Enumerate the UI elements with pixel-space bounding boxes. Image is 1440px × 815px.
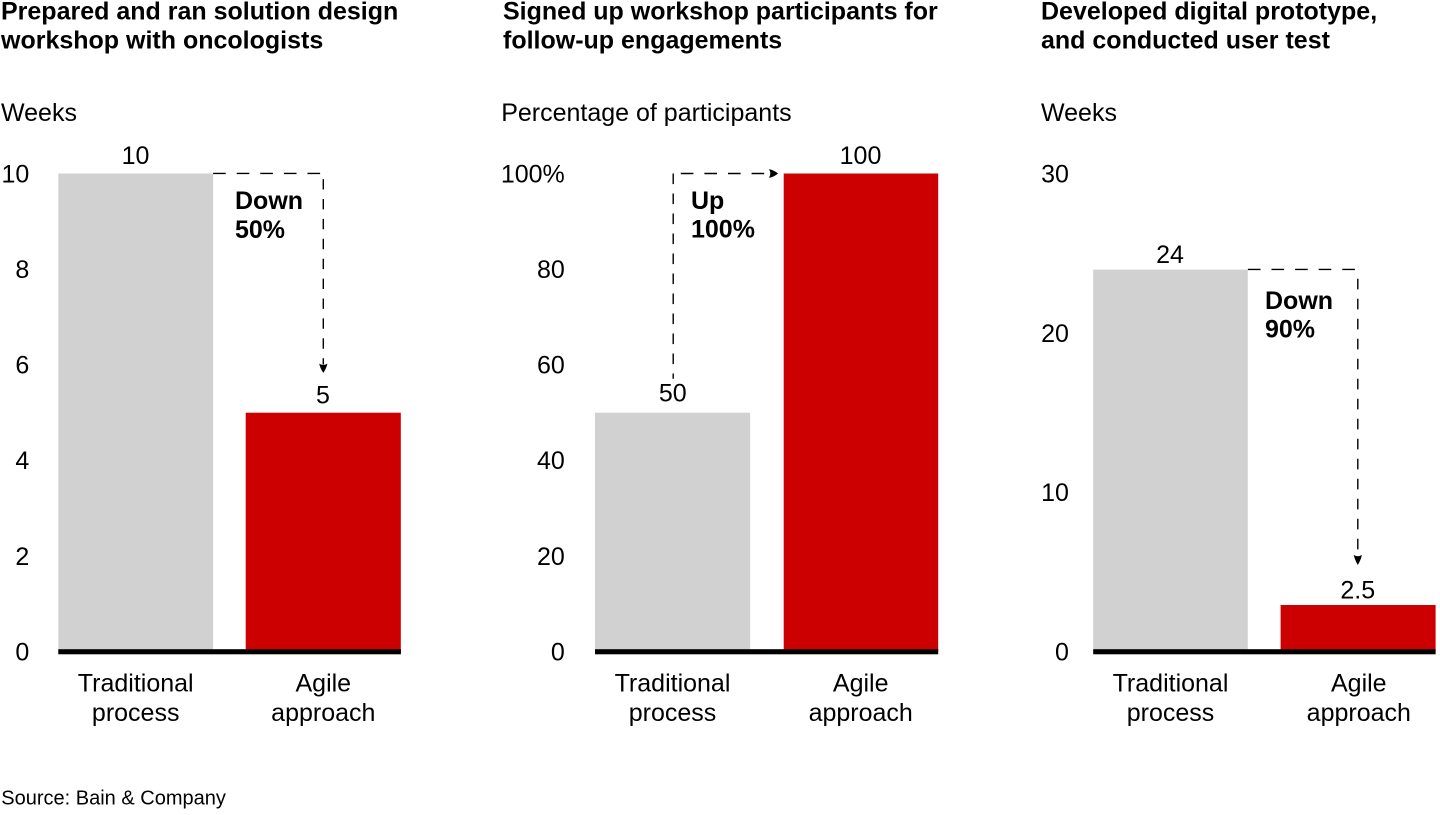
- svg-text:approach: approach: [809, 699, 913, 727]
- svg-text:100%: 100%: [691, 215, 755, 243]
- svg-text:Down: Down: [235, 187, 303, 215]
- svg-text:Traditional: Traditional: [1113, 670, 1229, 698]
- svg-text:10: 10: [1041, 479, 1069, 507]
- svg-text:24: 24: [1156, 241, 1184, 269]
- svg-text:100%: 100%: [501, 161, 565, 189]
- svg-text:0: 0: [15, 638, 29, 666]
- svg-text:30: 30: [1041, 161, 1069, 189]
- svg-text:Down: Down: [1265, 287, 1333, 315]
- svg-text:Percentage of participants: Percentage of participants: [501, 99, 791, 127]
- svg-text:Traditional: Traditional: [615, 670, 731, 698]
- svg-text:2: 2: [15, 543, 29, 571]
- svg-text:10: 10: [1, 161, 29, 189]
- svg-text:Signed up workshop participant: Signed up workshop participants for: [503, 0, 938, 25]
- svg-text:Source: Bain & Company: Source: Bain & Company: [1, 788, 226, 810]
- svg-text:Weeks: Weeks: [1, 99, 77, 127]
- svg-text:8: 8: [15, 256, 29, 284]
- svg-text:20: 20: [1041, 320, 1069, 348]
- svg-text:Agile: Agile: [1331, 670, 1387, 698]
- svg-text:approach: approach: [271, 699, 375, 727]
- svg-text:50: 50: [659, 380, 687, 408]
- svg-text:Weeks: Weeks: [1041, 99, 1117, 127]
- svg-text:and conducted user test: and conducted user test: [1041, 27, 1331, 55]
- svg-text:10: 10: [122, 142, 150, 170]
- svg-text:0: 0: [1055, 638, 1069, 666]
- svg-text:80: 80: [537, 256, 565, 284]
- svg-text:5: 5: [316, 381, 330, 409]
- svg-text:6: 6: [15, 352, 29, 380]
- svg-text:Traditional: Traditional: [78, 670, 194, 698]
- svg-text:Agile: Agile: [296, 670, 352, 698]
- svg-text:process: process: [629, 699, 717, 727]
- svg-text:approach: approach: [1307, 699, 1411, 727]
- svg-text:workshop with oncologists: workshop with oncologists: [0, 27, 323, 55]
- svg-text:follow-up engagements: follow-up engagements: [503, 27, 782, 55]
- svg-text:60: 60: [537, 352, 565, 380]
- svg-text:0: 0: [551, 638, 565, 666]
- svg-text:4: 4: [15, 447, 29, 475]
- svg-text:process: process: [92, 699, 180, 727]
- svg-text:Up: Up: [691, 187, 724, 215]
- svg-text:90%: 90%: [1265, 316, 1315, 344]
- svg-text:40: 40: [537, 447, 565, 475]
- svg-text:Agile: Agile: [833, 670, 889, 698]
- svg-text:process: process: [1127, 699, 1215, 727]
- svg-text:Prepared and ran solution desi: Prepared and ran solution design: [1, 0, 398, 25]
- svg-text:Developed digital prototype,: Developed digital prototype,: [1041, 0, 1377, 25]
- svg-text:50%: 50%: [235, 216, 285, 244]
- svg-text:2.5: 2.5: [1340, 576, 1375, 604]
- svg-text:100: 100: [840, 142, 882, 170]
- svg-text:20: 20: [537, 543, 565, 571]
